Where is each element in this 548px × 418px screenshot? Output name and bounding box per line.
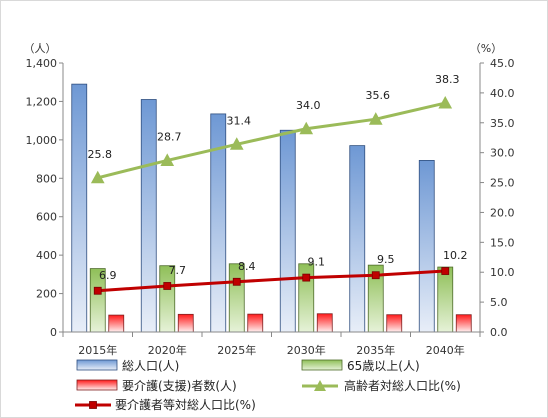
legend-elderly-ratio-label: 高齢者対総人口比(%) (344, 378, 461, 393)
elderly-ratio-data-label: 38.3 (435, 73, 460, 86)
right-tick-label: 0.0 (490, 326, 508, 339)
left-tick-label: 1,400 (26, 57, 58, 70)
legend-care-ratio-marker (89, 401, 97, 409)
left-tick-label: 200 (36, 288, 57, 301)
left-tick-label: 400 (36, 249, 57, 262)
care-recipients-bar (108, 314, 125, 333)
right-tick-label: 15.0 (490, 236, 515, 249)
right-tick-label: 25.0 (490, 177, 515, 190)
elderly-ratio-data-label: 28.7 (157, 130, 182, 143)
x-tick-label: 2030年 (287, 343, 326, 357)
care-recipients-bar (455, 314, 472, 333)
care-ratio-data-label: 9.1 (308, 256, 326, 269)
care-recipients-bar (177, 313, 194, 333)
elderly-ratio-point (160, 153, 175, 166)
care-recipients-bar (316, 313, 333, 333)
left-tick-label: 800 (36, 172, 57, 185)
total-population-bar (418, 160, 435, 333)
care-ratio-point (302, 273, 311, 282)
elderly-ratio-data-label: 25.8 (88, 148, 113, 161)
right-tick-label: 5.0 (490, 296, 508, 309)
legend-total-population-label: 総人口(人) (122, 359, 179, 373)
left-tick-label: 600 (36, 211, 57, 224)
elderly-ratio-point (368, 112, 383, 125)
care-ratio-point (93, 286, 102, 295)
care-recipients-bar (247, 313, 264, 333)
elderly-ratio-data-label: 35.6 (366, 89, 391, 102)
right-axis-unit: （%） (470, 42, 502, 55)
total-population-bar (279, 129, 296, 333)
care-ratio-point (163, 282, 172, 290)
x-tick-label: 2040年 (426, 343, 465, 357)
right-tick-label: 30.0 (490, 147, 515, 160)
axes (62, 63, 481, 333)
elderly-ratio-line (97, 101, 446, 180)
left-tick-label: 1,200 (26, 95, 58, 108)
left-tick-label: 0 (50, 326, 57, 339)
x-tick-label: 2015年 (78, 343, 117, 357)
right-tick-label: 40.0 (490, 87, 515, 100)
care-ratio-data-label: 9.5 (377, 253, 395, 266)
total-population-bar (349, 145, 366, 333)
left-axis-ticks: 0 200 400 600 800 1,000 1,200 1,400 (26, 57, 63, 339)
elderly-ratio-point (90, 170, 105, 184)
legend-elderly-ratio-marker (314, 380, 326, 391)
x-axis-ticks: 2015年 2020年 2025年 2030年 2035年 2040年 (62, 332, 481, 357)
elderly-ratio-point (299, 121, 314, 135)
care-ratio-data-label: 6.9 (99, 269, 117, 282)
care-ratio-point (441, 267, 450, 275)
right-tick-label: 20.0 (490, 206, 515, 219)
care-recipients-bar (386, 314, 403, 333)
care-ratio-data-label: 8.4 (238, 260, 256, 273)
line-series: 25.8 28.7 31.4 34.0 35.6 38.3 6.9 7.7 8.4 9.1 9.5 1… (88, 73, 468, 295)
right-tick-label: 10.0 (490, 266, 515, 279)
legend-care-recipients-label: 要介護(支援)者数(人) (122, 378, 237, 393)
total-population-bar (140, 99, 157, 333)
care-ratio-point (232, 277, 241, 286)
left-axis-unit: （人） (24, 42, 57, 55)
right-tick-label: 35.0 (490, 117, 515, 130)
total-population-bar (71, 83, 88, 333)
x-tick-label: 2025年 (217, 343, 256, 357)
right-tick-label: 45.0 (490, 57, 515, 70)
care-ratio-data-label: 7.7 (169, 264, 187, 277)
legend-care-recipients-swatch (76, 379, 118, 391)
age-65-plus-bar (228, 263, 245, 333)
care-ratio-point (371, 271, 380, 280)
right-axis-ticks: 0.0 5.0 10.0 15.0 20.0 25.0 30.0 35.0 40.0 45.0 (480, 57, 515, 339)
legend: 総人口(人) 65歳以上(人) 要介護(支援)者数(人) 高齢者対総人口比(%) 要介護… (75, 359, 461, 412)
legend-age-65-plus-swatch (301, 359, 343, 371)
elderly-ratio-data-label: 34.0 (296, 99, 321, 112)
elderly-ratio-point (438, 96, 453, 109)
left-tick-label: 1,000 (26, 134, 58, 147)
age-65-plus-bar (437, 266, 454, 333)
legend-age-65-plus-label: 65歳以上(人) (347, 359, 420, 373)
care-ratio-data-label: 10.2 (443, 249, 468, 262)
legend-total-population-swatch (76, 359, 118, 371)
elderly-ratio-point (229, 137, 244, 150)
elderly-ratio-data-label: 31.4 (227, 114, 252, 127)
care-ratio-line (97, 269, 446, 293)
x-tick-label: 2035年 (356, 343, 395, 357)
bar-series (71, 83, 472, 333)
legend-care-ratio-label: 要介護者等対総人口比(%) (115, 397, 256, 412)
x-tick-label: 2020年 (148, 343, 187, 357)
